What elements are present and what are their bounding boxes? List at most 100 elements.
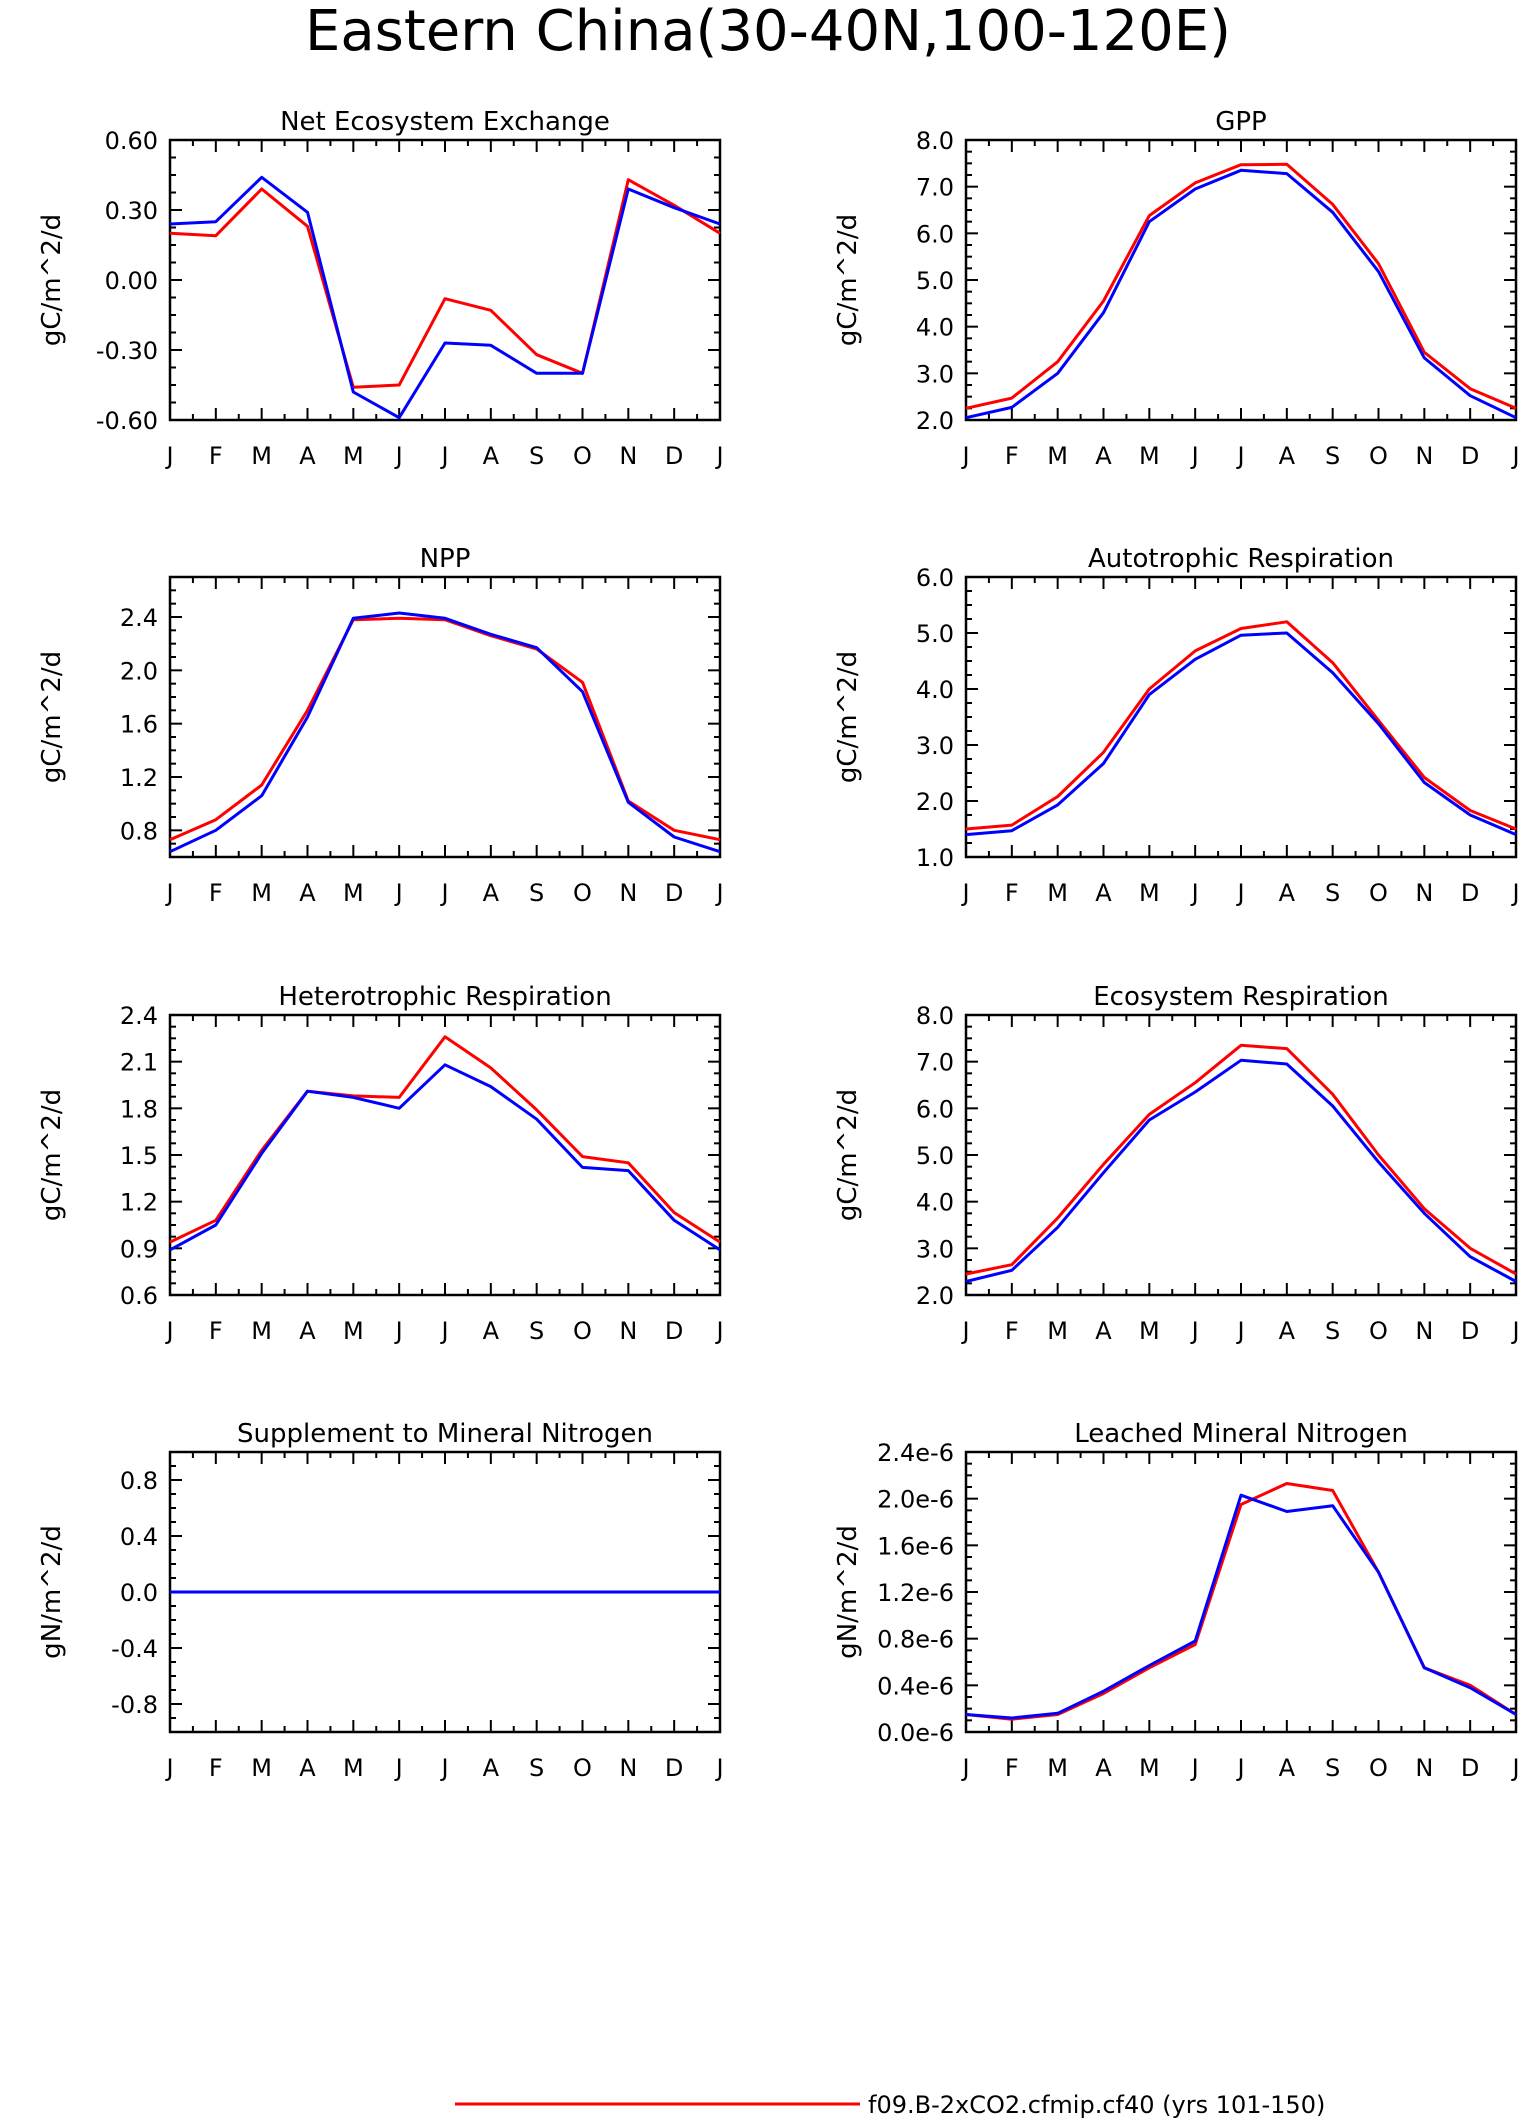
y-tick-label: 2.0 xyxy=(916,407,954,435)
x-tick-label: M xyxy=(1139,879,1160,907)
x-tick-label: M xyxy=(251,1317,272,1345)
x-tick-label: F xyxy=(209,1754,223,1782)
x-tick-label: J xyxy=(714,1317,723,1345)
x-tick-label: J xyxy=(439,1754,448,1782)
x-tick-label: N xyxy=(619,1317,637,1345)
y-tick-label: -0.30 xyxy=(96,337,158,365)
x-tick-label: A xyxy=(1095,879,1112,907)
x-tick-label: D xyxy=(1461,1754,1479,1782)
y-tick-label: 0.00 xyxy=(105,267,158,295)
x-tick-label: J xyxy=(439,442,448,470)
x-tick-label: A xyxy=(299,879,316,907)
x-tick-label: A xyxy=(483,879,500,907)
y-axis-label: gC/m^2/d xyxy=(37,651,67,783)
y-tick-label: -0.4 xyxy=(111,1635,158,1663)
x-tick-label: J xyxy=(394,1754,403,1782)
x-tick-label: D xyxy=(1461,442,1479,470)
y-tick-label: 7.0 xyxy=(916,1049,954,1077)
y-tick-label: 4.0 xyxy=(916,314,954,342)
y-tick-label: 0.8 xyxy=(120,1467,158,1495)
x-tick-label: A xyxy=(1279,1317,1296,1345)
x-tick-label: D xyxy=(665,1754,683,1782)
x-tick-label: J xyxy=(164,1317,173,1345)
x-tick-label: F xyxy=(1005,1317,1019,1345)
panel-7: Supplement to Mineral Nitrogen gN/m^2/d J F… xyxy=(37,1419,724,1782)
x-tick-label: S xyxy=(1325,1317,1340,1345)
x-tick-label: J xyxy=(1190,442,1199,470)
y-tick-label: 4.0 xyxy=(916,676,954,704)
x-tick-label: D xyxy=(1461,879,1479,907)
panel-title: Net Ecosystem Exchange xyxy=(280,107,610,137)
series-line-blue xyxy=(169,611,721,854)
x-tick-label: D xyxy=(665,442,683,470)
y-tick-label: 1.2 xyxy=(120,764,158,792)
y-axis-label: gN/m^2/d xyxy=(833,1525,863,1659)
x-tick-label: M xyxy=(1047,879,1068,907)
x-tick-label: J xyxy=(164,442,173,470)
x-tick-label: O xyxy=(1369,1317,1388,1345)
y-tick-label: 0.4e-6 xyxy=(877,1672,954,1700)
series-line-blue xyxy=(965,1058,1517,1283)
y-tick-label: 5.0 xyxy=(916,620,954,648)
x-tick-label: J xyxy=(1510,442,1519,470)
x-tick-label: S xyxy=(529,1317,544,1345)
panel-title: Heterotrophic Respiration xyxy=(278,982,611,1012)
x-tick-label: O xyxy=(1369,1754,1388,1782)
x-tick-label: O xyxy=(1369,879,1388,907)
x-tick-label: F xyxy=(209,442,223,470)
panel-title: NPP xyxy=(420,544,471,574)
x-tick-label: N xyxy=(619,442,637,470)
panel-title: Autotrophic Respiration xyxy=(1088,544,1394,574)
plot-frame xyxy=(168,138,722,422)
x-tick-label: S xyxy=(529,1754,544,1782)
x-tick-label: N xyxy=(619,879,637,907)
x-tick-label: M xyxy=(251,879,272,907)
y-axis-label: gN/m^2/d xyxy=(37,1525,67,1659)
x-tick-label: J xyxy=(960,442,969,470)
panel-title: Supplement to Mineral Nitrogen xyxy=(237,1419,653,1449)
x-tick-label: O xyxy=(573,442,592,470)
x-tick-label: O xyxy=(573,1754,592,1782)
y-tick-label: 2.1 xyxy=(120,1049,158,1077)
x-tick-label: A xyxy=(483,1754,500,1782)
legend: f09.B-2xCO2.cfmip.cf40 (yrs 101-150) xyxy=(455,2091,1325,2119)
x-tick-label: J xyxy=(1190,1317,1199,1345)
series-line-red xyxy=(965,1043,1517,1276)
series-line-blue xyxy=(965,1493,1517,1720)
y-tick-label: 2.0e-6 xyxy=(877,1486,954,1514)
y-tick-label: 1.6 xyxy=(120,711,158,739)
x-tick-label: M xyxy=(1139,442,1160,470)
y-tick-label: 6.0 xyxy=(916,1095,954,1123)
x-tick-label: M xyxy=(1139,1317,1160,1345)
y-tick-label: 0.60 xyxy=(105,127,158,155)
y-tick-label: 0.6 xyxy=(120,1282,158,1310)
x-tick-label: M xyxy=(1047,1317,1068,1345)
y-tick-label: 2.4 xyxy=(120,1002,158,1030)
x-tick-label: M xyxy=(343,1317,364,1345)
y-tick-label: 5.0 xyxy=(916,267,954,295)
x-tick-label: O xyxy=(1369,442,1388,470)
x-tick-label: J xyxy=(960,1317,969,1345)
y-tick-label: -0.60 xyxy=(96,407,158,435)
x-tick-label: D xyxy=(665,1317,683,1345)
x-tick-label: O xyxy=(573,1317,592,1345)
series-line-red xyxy=(169,1035,721,1244)
y-tick-label: 3.0 xyxy=(916,1235,954,1263)
x-tick-label: F xyxy=(1005,1754,1019,1782)
x-tick-label: M xyxy=(343,1754,364,1782)
y-tick-label: 4.0 xyxy=(916,1189,954,1217)
x-tick-label: M xyxy=(1047,442,1068,470)
y-tick-label: 1.5 xyxy=(120,1142,158,1170)
x-tick-label: A xyxy=(1095,1754,1112,1782)
x-tick-label: J xyxy=(714,442,723,470)
x-tick-label: J xyxy=(960,879,969,907)
x-tick-label: J xyxy=(1235,879,1244,907)
x-tick-label: N xyxy=(1415,1754,1433,1782)
x-tick-label: J xyxy=(439,1317,448,1345)
x-tick-label: J xyxy=(1510,1754,1519,1782)
y-tick-label: 7.0 xyxy=(916,174,954,202)
x-tick-label: M xyxy=(1139,1754,1160,1782)
